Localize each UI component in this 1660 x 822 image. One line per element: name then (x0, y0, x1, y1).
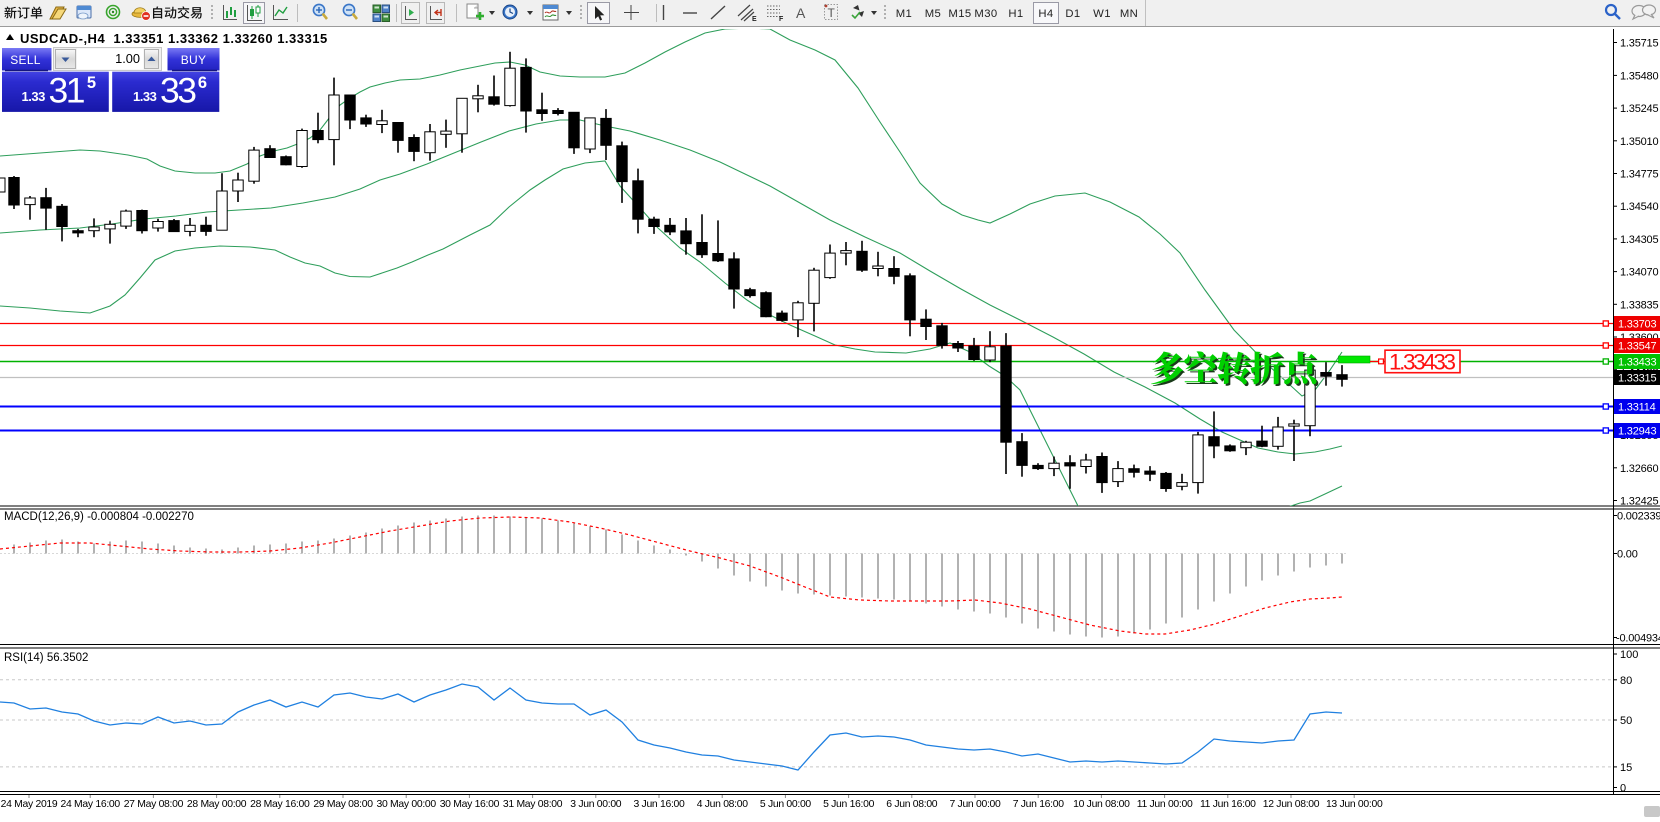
svg-text:24 May 2019: 24 May 2019 (1, 799, 58, 810)
svg-text:30 May 00:00: 30 May 00:00 (377, 799, 437, 810)
svg-text:T: T (828, 6, 836, 20)
svg-text:100: 100 (1620, 649, 1638, 661)
svg-text:1.32425: 1.32425 (1620, 496, 1658, 508)
svg-text:1.34775: 1.34775 (1620, 169, 1658, 181)
svg-text:3 Jun 16:00: 3 Jun 16:00 (633, 799, 685, 810)
svg-text:28 May 00:00: 28 May 00:00 (187, 799, 247, 810)
svg-text:28 May 16:00: 28 May 16:00 (250, 799, 310, 810)
svg-text:0.002339: 0.002339 (1617, 511, 1660, 523)
svg-text:1.33433: 1.33433 (1389, 350, 1456, 375)
svg-text:1.33: 1.33 (22, 89, 46, 104)
svg-text:29 May 08:00: 29 May 08:00 (313, 799, 373, 810)
svg-text:4 Jun 08:00: 4 Jun 08:00 (697, 799, 749, 810)
svg-text:1.34070: 1.34070 (1620, 267, 1658, 279)
svg-text:1.33114: 1.33114 (1618, 402, 1656, 414)
svg-text:1.32943: 1.32943 (1618, 426, 1656, 438)
svg-text:SELL: SELL (10, 53, 41, 67)
svg-text:80: 80 (1620, 675, 1632, 687)
svg-text:1.32660: 1.32660 (1620, 463, 1658, 475)
svg-text:0.00: 0.00 (1617, 549, 1638, 561)
svg-text:1.34305: 1.34305 (1620, 234, 1658, 246)
svg-text:31 May 08:00: 31 May 08:00 (503, 799, 563, 810)
svg-text:M5: M5 (925, 8, 942, 20)
svg-text:24 May 16:00: 24 May 16:00 (61, 799, 121, 810)
svg-text:W1: W1 (1093, 8, 1111, 20)
svg-text:RSI(14) 56.3502: RSI(14) 56.3502 (4, 652, 88, 664)
svg-text:15: 15 (1620, 762, 1632, 774)
svg-text:F: F (779, 16, 784, 23)
svg-text:1.33433: 1.33433 (1618, 357, 1656, 369)
svg-text:5: 5 (87, 74, 96, 92)
svg-text:1.35010: 1.35010 (1620, 136, 1658, 148)
svg-text:1.33547: 1.33547 (1618, 341, 1656, 353)
svg-text:H1: H1 (1008, 8, 1023, 20)
svg-text:7 Jun 00:00: 7 Jun 00:00 (949, 799, 1001, 810)
svg-text:MACD(12,26,9) -0.000804 -0.002: MACD(12,26,9) -0.000804 -0.002270 (4, 511, 194, 523)
svg-text:11 Jun 16:00: 11 Jun 16:00 (1200, 799, 1256, 810)
svg-text:13 Jun 00:00: 13 Jun 00:00 (1326, 799, 1383, 810)
svg-text:-0.004934: -0.004934 (1616, 633, 1660, 645)
svg-text:D1: D1 (1065, 8, 1080, 20)
svg-text:1.35245: 1.35245 (1620, 103, 1658, 115)
svg-text:33: 33 (160, 71, 196, 111)
svg-text:1.33: 1.33 (133, 89, 157, 104)
svg-text:1.34540: 1.34540 (1620, 201, 1658, 213)
svg-text:M15: M15 (948, 8, 971, 20)
svg-text:6: 6 (198, 74, 207, 92)
svg-text:27 May 08:00: 27 May 08:00 (124, 799, 184, 810)
svg-text:5 Jun 00:00: 5 Jun 00:00 (760, 799, 812, 810)
svg-text:1.35480: 1.35480 (1620, 70, 1658, 82)
svg-text:M1: M1 (896, 8, 913, 20)
svg-text:H4: H4 (1038, 8, 1053, 20)
svg-text:1.00: 1.00 (115, 51, 140, 66)
svg-text:7 Jun 16:00: 7 Jun 16:00 (1013, 799, 1065, 810)
svg-text:1.33703: 1.33703 (1618, 319, 1656, 331)
svg-text:12 Jun 08:00: 12 Jun 08:00 (1263, 799, 1320, 810)
svg-text:BUY: BUY (181, 53, 207, 67)
svg-text:E: E (752, 16, 757, 23)
svg-text:MN: MN (1120, 8, 1138, 20)
svg-text:6 Jun 08:00: 6 Jun 08:00 (886, 799, 938, 810)
svg-text:5 Jun 16:00: 5 Jun 16:00 (823, 799, 875, 810)
svg-text:1.33315: 1.33315 (1618, 373, 1656, 385)
svg-text:11 Jun 00:00: 11 Jun 00:00 (1137, 799, 1193, 810)
svg-text:M30: M30 (974, 8, 997, 20)
svg-text:30 May 16:00: 30 May 16:00 (440, 799, 500, 810)
svg-text:31: 31 (49, 71, 85, 111)
svg-text:USDCAD-,H4 1.33351 1.33362 1.: USDCAD-,H4 1.33351 1.33362 1.33260 1.333… (20, 31, 328, 46)
svg-text:50: 50 (1620, 715, 1632, 727)
svg-text:10 Jun 08:00: 10 Jun 08:00 (1073, 799, 1130, 810)
svg-text:1.33835: 1.33835 (1620, 299, 1658, 311)
svg-text:A: A (796, 5, 806, 21)
svg-text:0: 0 (1620, 783, 1626, 795)
svg-text:1.35715: 1.35715 (1620, 38, 1658, 50)
svg-text:3 Jun 00:00: 3 Jun 00:00 (570, 799, 622, 810)
